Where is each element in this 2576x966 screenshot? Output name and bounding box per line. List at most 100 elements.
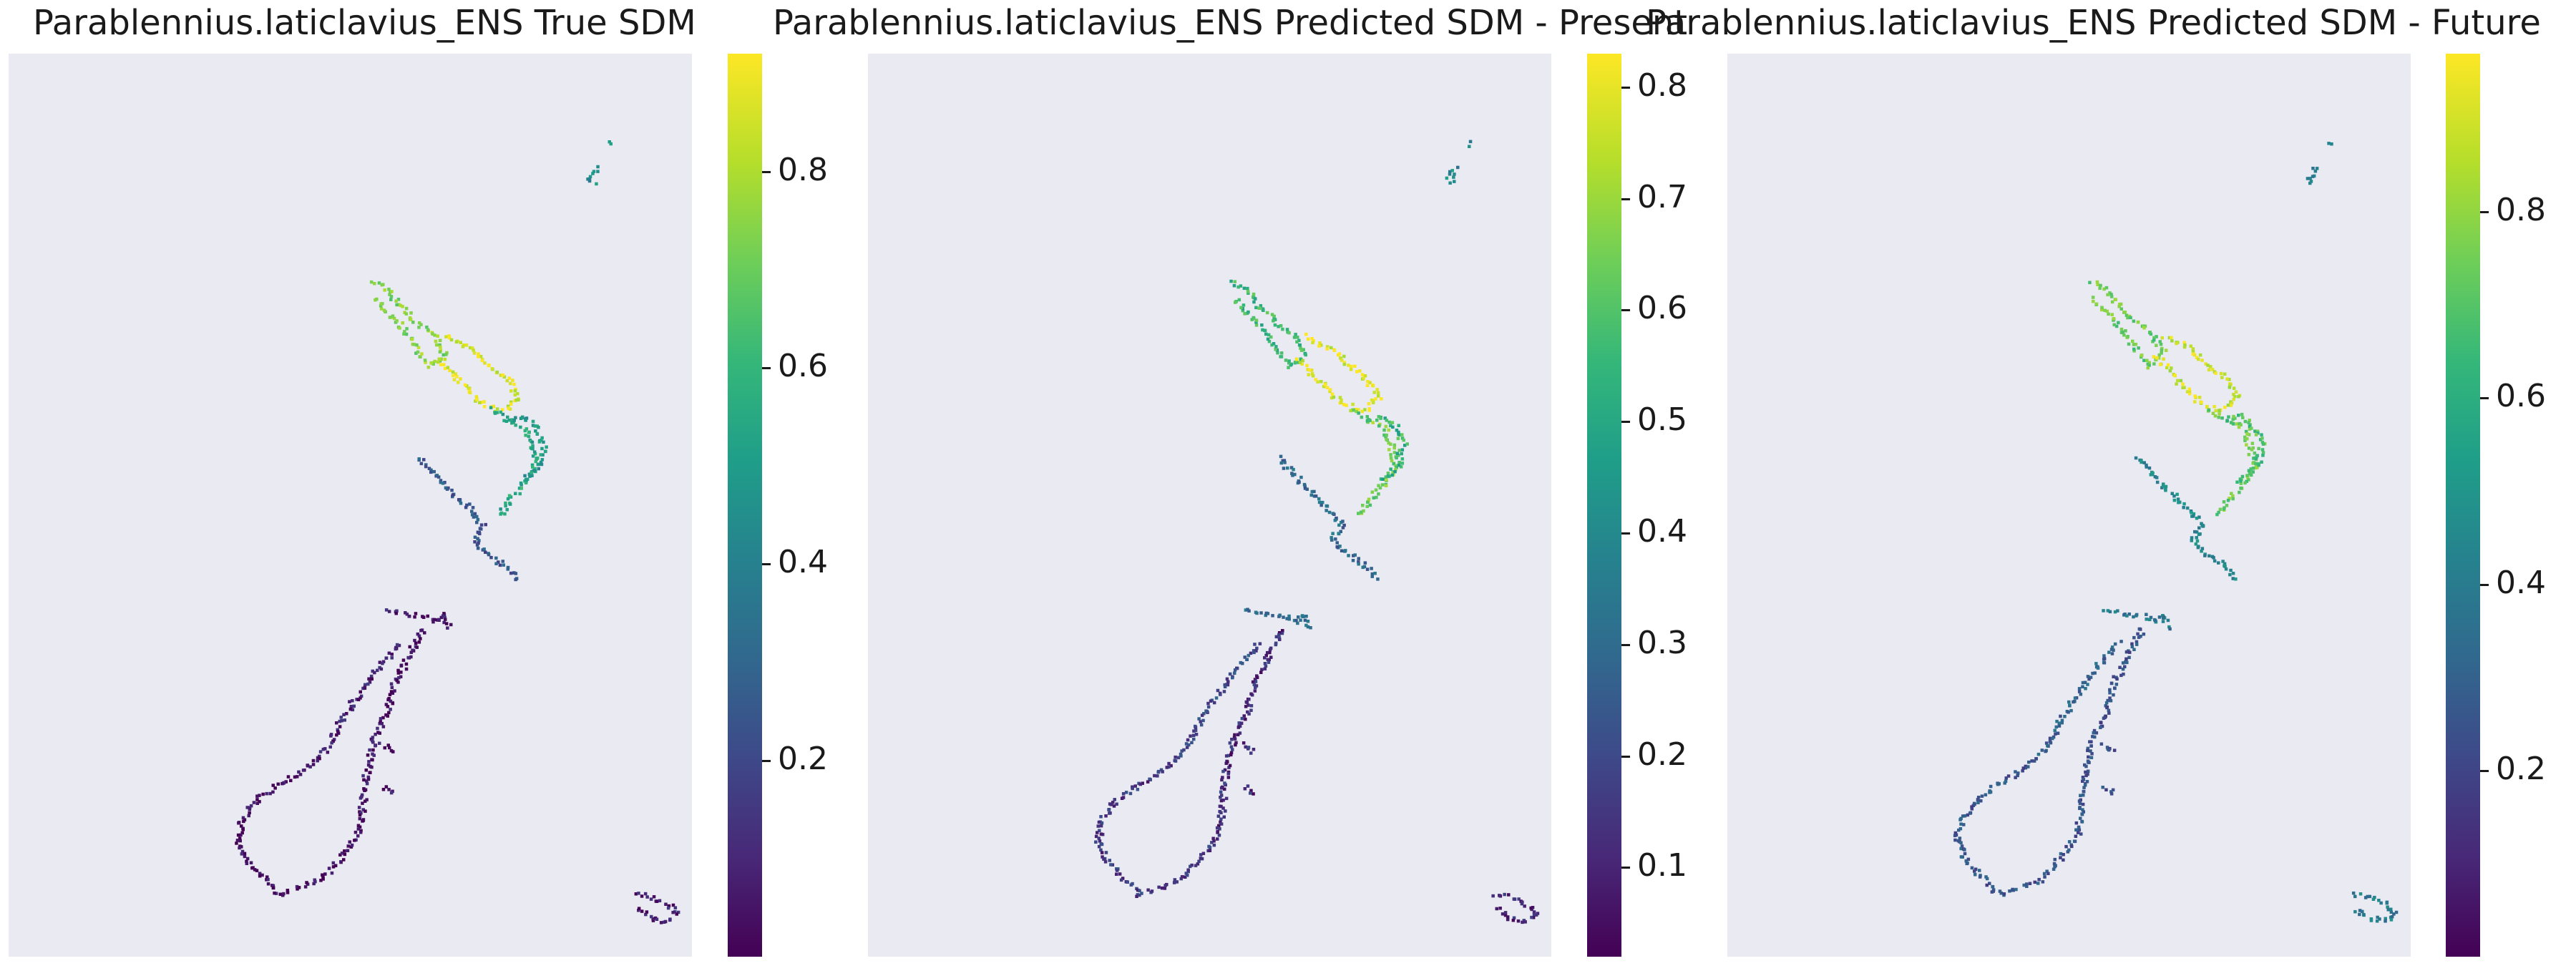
cell bbox=[1297, 480, 1301, 484]
cell bbox=[2238, 477, 2243, 481]
cell bbox=[2159, 342, 2163, 346]
cell bbox=[2223, 406, 2227, 409]
cell bbox=[380, 283, 384, 287]
cell bbox=[479, 527, 483, 531]
cell bbox=[2247, 478, 2250, 482]
cell bbox=[1233, 280, 1236, 283]
cell bbox=[446, 366, 450, 369]
cell bbox=[509, 402, 513, 406]
cell bbox=[495, 411, 499, 414]
heatmap-cells bbox=[235, 140, 680, 924]
cell bbox=[2306, 177, 2310, 180]
cell bbox=[375, 297, 379, 301]
cell bbox=[1965, 862, 1968, 866]
cell bbox=[464, 505, 468, 509]
cell bbox=[490, 367, 494, 371]
cell bbox=[540, 436, 544, 440]
cell bbox=[1246, 286, 1249, 291]
cell bbox=[2087, 761, 2091, 764]
cell bbox=[477, 539, 481, 542]
cell bbox=[1374, 488, 1378, 492]
cell bbox=[1212, 839, 1216, 843]
cell bbox=[1246, 746, 1251, 749]
cell bbox=[2228, 572, 2232, 577]
cell bbox=[2379, 901, 2383, 905]
cell bbox=[1361, 565, 1365, 570]
cell bbox=[2253, 429, 2257, 433]
cell bbox=[1391, 425, 1395, 429]
cell bbox=[2247, 447, 2251, 450]
cell bbox=[1219, 817, 1223, 821]
cell bbox=[1224, 754, 1229, 758]
cell bbox=[401, 658, 406, 662]
cell bbox=[2110, 645, 2114, 649]
cell bbox=[1953, 834, 1957, 837]
cell bbox=[1257, 306, 1262, 310]
cell bbox=[2094, 662, 2098, 665]
cell bbox=[1264, 613, 1268, 618]
cell bbox=[1148, 777, 1151, 781]
cell bbox=[1310, 337, 1314, 341]
cell bbox=[1970, 805, 1974, 809]
cell bbox=[2057, 724, 2062, 728]
cell bbox=[1958, 818, 1962, 821]
cell bbox=[358, 831, 363, 834]
cell bbox=[1357, 562, 1360, 566]
cell bbox=[2250, 441, 2255, 445]
cell bbox=[468, 502, 472, 506]
cell bbox=[1212, 843, 1216, 847]
cell bbox=[396, 680, 400, 684]
cell bbox=[2074, 834, 2078, 838]
cell bbox=[1167, 765, 1171, 769]
cell bbox=[1338, 396, 1342, 399]
cell bbox=[439, 345, 442, 349]
cell bbox=[2134, 343, 2138, 346]
cell bbox=[2062, 853, 2065, 857]
cell bbox=[249, 861, 253, 864]
cell bbox=[389, 298, 393, 301]
cell bbox=[1273, 323, 1277, 327]
cell bbox=[2084, 687, 2087, 691]
cell bbox=[2104, 714, 2107, 718]
cell bbox=[2248, 472, 2252, 476]
cell bbox=[1097, 836, 1101, 840]
cell bbox=[2025, 882, 2029, 886]
cell bbox=[241, 816, 245, 820]
cell bbox=[1200, 713, 1204, 717]
region-cook-strait-south-coast bbox=[1244, 608, 1312, 630]
tick-mark bbox=[1621, 421, 1630, 424]
cell bbox=[404, 662, 409, 666]
cell bbox=[499, 512, 502, 516]
tick-label: 0.8 bbox=[1637, 67, 1687, 104]
tick-label: 0.3 bbox=[1637, 624, 1687, 661]
cell bbox=[2261, 442, 2265, 446]
tick-mark bbox=[762, 759, 771, 762]
cell bbox=[419, 462, 424, 466]
cell bbox=[1310, 372, 1314, 376]
cell bbox=[1150, 889, 1154, 893]
cell bbox=[1966, 857, 1971, 862]
cell bbox=[1271, 614, 1274, 618]
cell bbox=[2245, 475, 2250, 479]
cell bbox=[2089, 744, 2093, 748]
cell bbox=[2093, 735, 2097, 739]
cell bbox=[483, 361, 487, 365]
cell bbox=[2194, 542, 2198, 546]
cell bbox=[1317, 500, 1322, 504]
cell bbox=[1357, 411, 1360, 415]
cell bbox=[312, 882, 316, 886]
cell bbox=[1246, 653, 1251, 658]
cell bbox=[536, 462, 540, 467]
cell bbox=[1366, 419, 1370, 422]
cell bbox=[1299, 346, 1302, 350]
cell bbox=[2033, 880, 2036, 884]
cell bbox=[2165, 366, 2169, 370]
cell bbox=[2160, 336, 2164, 340]
cell bbox=[2060, 721, 2064, 725]
cell bbox=[1284, 358, 1288, 362]
cell bbox=[1228, 741, 1232, 745]
cell bbox=[2110, 300, 2114, 304]
cell bbox=[1353, 553, 1357, 557]
cell bbox=[1362, 376, 1365, 380]
cell bbox=[2093, 671, 2097, 675]
